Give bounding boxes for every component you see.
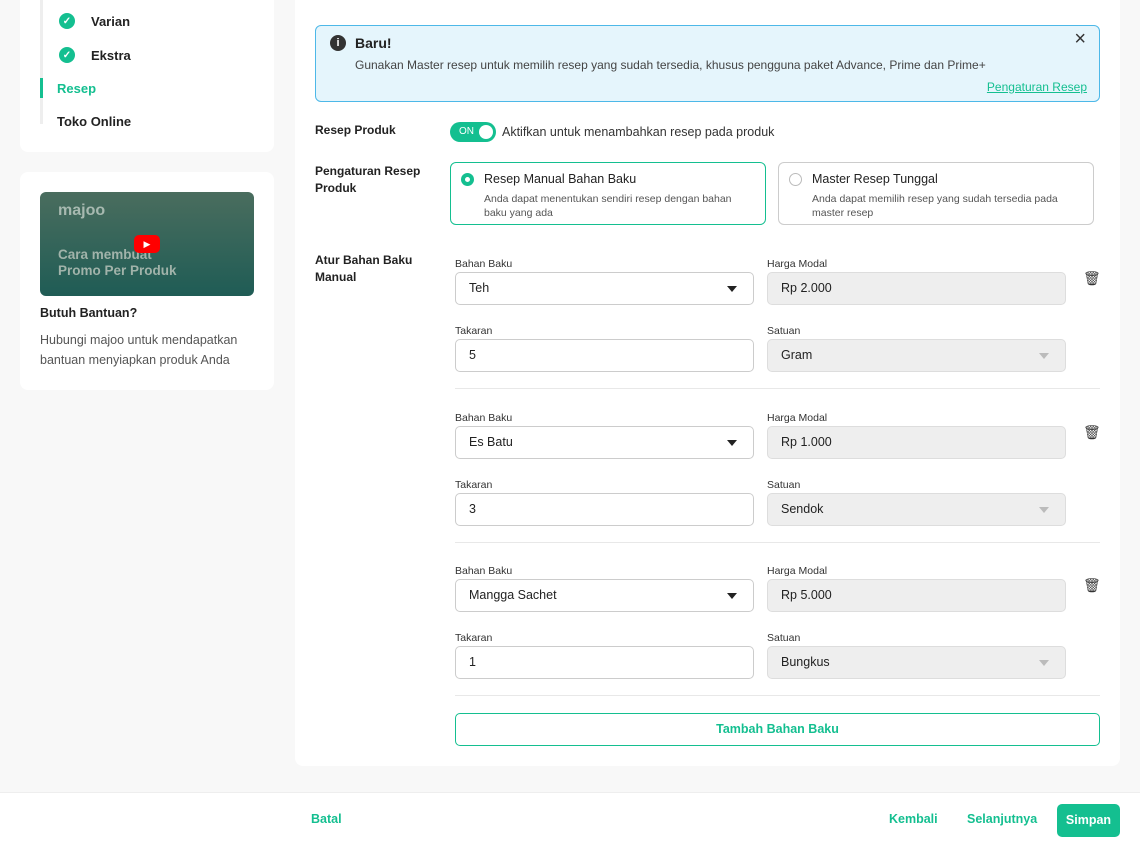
- select-value: Teh: [469, 281, 490, 295]
- divider: [455, 695, 1100, 696]
- toggle-knob: [479, 125, 493, 139]
- divider: [455, 541, 1100, 543]
- step-label: Ekstra: [91, 47, 131, 63]
- option-desc: Anda dapat menentukan sendiri resep deng…: [484, 193, 732, 219]
- trash-icon[interactable]: 🗑: [1083, 423, 1101, 440]
- close-icon[interactable]: ×: [1074, 28, 1086, 50]
- toggle-text: ON: [459, 126, 474, 137]
- harga-modal-input: Rp 2.000: [767, 272, 1066, 305]
- bahan-baku-select[interactable]: Mangga Sachet: [455, 579, 754, 612]
- toggle-description: Aktifkan untuk menambahkan resep pada pr…: [502, 125, 775, 139]
- check-icon: ✓: [59, 47, 75, 63]
- option-manual[interactable]: Resep Manual Bahan Baku Anda dapat menent…: [450, 162, 766, 225]
- divider: [455, 388, 1100, 389]
- chevron-down-icon: [1039, 353, 1049, 359]
- info-icon: i: [330, 35, 346, 51]
- resep-produk-label: Resep Produk: [315, 123, 396, 137]
- bahan-baku-label: Atur Bahan Baku Manual: [315, 253, 413, 284]
- kembali-button[interactable]: Kembali: [889, 812, 938, 826]
- select-value: Sendok: [781, 501, 824, 516]
- batal-button[interactable]: Batal: [311, 812, 342, 826]
- help-card: majoo Cara membuat Promo Per Produk ▶ Bu…: [20, 172, 274, 390]
- step-label: Varian: [91, 13, 131, 29]
- chevron-down-icon: [1039, 506, 1049, 513]
- input-value: 3: [469, 501, 476, 516]
- help-title: Butuh Bantuan?: [40, 306, 138, 320]
- step-label: Toko Online: [57, 114, 132, 129]
- step-toko-online[interactable]: Toko Online: [57, 114, 131, 129]
- satuan-field-label: Satuan: [767, 325, 801, 337]
- input-value: Rp 1.000: [781, 434, 832, 449]
- harga-modal-input: Rp 5.000: [767, 579, 1066, 612]
- satuan-field-label: Satuan: [767, 632, 801, 644]
- play-icon[interactable]: ▶: [134, 235, 160, 253]
- video-thumbnail[interactable]: majoo Cara membuat Promo Per Produk ▶: [40, 192, 254, 296]
- harga-modal-field-label: Harga Modal: [767, 411, 828, 424]
- radio-unselected[interactable]: [789, 173, 802, 186]
- step-ekstra[interactable]: ✓ Ekstra: [59, 47, 131, 63]
- bahan-baku-select[interactable]: Teh: [455, 272, 754, 305]
- takaran-input[interactable]: 3: [455, 492, 754, 526]
- select-value: Bungkus: [781, 655, 830, 669]
- pengaturan-label: Pengaturan Resep Produk: [315, 164, 421, 195]
- bahan-baku-field-label: Bahan Baku: [455, 411, 513, 424]
- tambah-bahan-baku-button[interactable]: Tambah Bahan Baku: [455, 713, 1100, 746]
- simpan-button[interactable]: Simpan: [1057, 804, 1120, 837]
- input-value: Rp 5.000: [781, 588, 832, 602]
- option-master[interactable]: Master Resep Tunggal Anda dapat memilih r…: [778, 162, 1094, 225]
- input-value: 5: [469, 348, 476, 362]
- help-text: Hubungi majoo untuk mendapatkan bantuan …: [40, 333, 238, 367]
- option-title: Resep Manual Bahan Baku: [484, 172, 637, 186]
- banner-text: Gunakan Master resep untuk memilih resep…: [355, 58, 986, 72]
- select-value: Gram: [781, 348, 813, 362]
- option-desc: Anda dapat memilih resep yang sudah ters…: [812, 193, 1058, 219]
- trash-icon[interactable]: 🗑: [1083, 270, 1101, 286]
- takaran-field-label: Takaran: [455, 478, 493, 491]
- step-nav: ✓ Varian ✓ Ekstra Resep Toko Online: [20, 0, 274, 152]
- bahan-baku-field-label: Bahan Baku: [455, 258, 513, 270]
- takaran-field-label: Takaran: [455, 325, 493, 337]
- satuan-select: Gram: [767, 339, 1066, 372]
- input-value: Rp 2.000: [781, 281, 832, 295]
- resep-toggle[interactable]: ON: [450, 122, 496, 142]
- info-banner: i Baru! Gunakan Master resep untuk memil…: [315, 25, 1100, 102]
- satuan-select: Bungkus: [767, 646, 1066, 679]
- main-card: i Baru! Gunakan Master resep untuk memil…: [295, 0, 1120, 766]
- takaran-input[interactable]: 1: [455, 646, 754, 679]
- bahan-baku-field-label: Bahan Baku: [455, 565, 513, 577]
- active-indicator: [40, 78, 43, 98]
- option-title: Master Resep Tunggal: [812, 172, 938, 186]
- video-title: Cara membuat Promo Per Produk: [58, 247, 177, 278]
- radio-selected[interactable]: [461, 173, 474, 186]
- step-resep[interactable]: Resep: [57, 81, 96, 96]
- takaran-field-label: Takaran: [455, 632, 493, 644]
- select-value: Es Batu: [469, 434, 513, 449]
- pengaturan-resep-link[interactable]: Pengaturan Resep: [986, 80, 1087, 94]
- harga-modal-field-label: Harga Modal: [767, 565, 828, 577]
- step-line: [40, 0, 43, 124]
- footer: Batal Kembali Selanjutnya Simpan: [0, 792, 1140, 841]
- satuan-select: Sendok: [767, 492, 1066, 526]
- takaran-input[interactable]: 5: [455, 339, 754, 372]
- satuan-field-label: Satuan: [767, 478, 801, 491]
- check-icon: ✓: [59, 13, 75, 29]
- selanjutnya-button[interactable]: Selanjutnya: [967, 812, 1038, 826]
- step-label: Resep: [57, 81, 97, 96]
- input-value: 1: [469, 655, 476, 669]
- bahan-baku-select[interactable]: Es Batu: [455, 425, 754, 459]
- banner-title: Baru!: [355, 35, 392, 51]
- majoo-logo: majoo: [58, 202, 106, 219]
- chevron-down-icon: [727, 593, 737, 599]
- trash-icon[interactable]: 🗑: [1083, 577, 1101, 593]
- chevron-down-icon: [727, 439, 737, 446]
- harga-modal-input: Rp 1.000: [767, 425, 1066, 459]
- step-varian[interactable]: ✓ Varian: [59, 13, 130, 29]
- harga-modal-field-label: Harga Modal: [767, 258, 828, 270]
- chevron-down-icon: [1039, 660, 1049, 666]
- select-value: Mangga Sachet: [469, 588, 557, 602]
- chevron-down-icon: [727, 286, 737, 292]
